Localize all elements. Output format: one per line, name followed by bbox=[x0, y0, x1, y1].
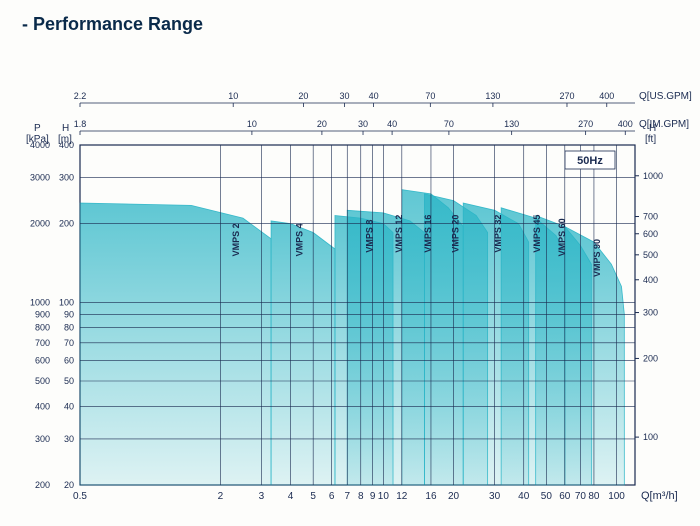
svg-text:8: 8 bbox=[358, 491, 364, 502]
svg-text:VMPS 45: VMPS 45 bbox=[532, 215, 542, 253]
svg-text:90: 90 bbox=[64, 309, 74, 319]
svg-text:40: 40 bbox=[387, 119, 397, 129]
svg-text:200: 200 bbox=[35, 480, 50, 490]
svg-text:800: 800 bbox=[35, 323, 50, 333]
svg-text:40: 40 bbox=[369, 91, 379, 101]
svg-text:16: 16 bbox=[425, 491, 437, 502]
svg-text:VMPS 60: VMPS 60 bbox=[557, 218, 567, 256]
svg-text:VMPS 12: VMPS 12 bbox=[394, 215, 404, 253]
svg-text:30: 30 bbox=[358, 119, 368, 129]
svg-text:20: 20 bbox=[448, 491, 460, 502]
svg-text:200: 200 bbox=[59, 219, 74, 229]
svg-text:VMPS 2: VMPS 2 bbox=[231, 223, 241, 256]
svg-text:100: 100 bbox=[643, 432, 658, 442]
svg-text:1.8: 1.8 bbox=[74, 119, 87, 129]
svg-text:Q[IM.GPM]: Q[IM.GPM] bbox=[639, 119, 689, 130]
svg-text:VMPS 20: VMPS 20 bbox=[450, 215, 460, 253]
svg-text:20: 20 bbox=[298, 91, 308, 101]
svg-text:60: 60 bbox=[64, 355, 74, 365]
svg-text:1000: 1000 bbox=[30, 297, 50, 307]
svg-text:700: 700 bbox=[35, 338, 50, 348]
svg-text:10: 10 bbox=[228, 91, 238, 101]
svg-text:VMPS 8: VMPS 8 bbox=[365, 220, 375, 253]
svg-text:80: 80 bbox=[588, 491, 600, 502]
svg-text:60: 60 bbox=[559, 491, 571, 502]
svg-text:100: 100 bbox=[608, 491, 625, 502]
svg-text:H: H bbox=[62, 123, 69, 134]
svg-text:500: 500 bbox=[35, 376, 50, 386]
svg-text:400: 400 bbox=[643, 275, 658, 285]
svg-text:270: 270 bbox=[578, 119, 593, 129]
svg-text:20: 20 bbox=[64, 480, 74, 490]
svg-text:VMPS 16: VMPS 16 bbox=[423, 215, 433, 253]
svg-text:400: 400 bbox=[599, 91, 614, 101]
svg-text:30: 30 bbox=[64, 434, 74, 444]
svg-text:6: 6 bbox=[329, 491, 335, 502]
svg-text:100: 100 bbox=[59, 297, 74, 307]
svg-text:70: 70 bbox=[575, 491, 587, 502]
svg-text:10: 10 bbox=[247, 119, 257, 129]
svg-text:900: 900 bbox=[35, 309, 50, 319]
svg-text:0.5: 0.5 bbox=[73, 491, 87, 502]
svg-text:200: 200 bbox=[643, 353, 658, 363]
svg-text:40: 40 bbox=[64, 401, 74, 411]
svg-text:600: 600 bbox=[35, 355, 50, 365]
svg-text:1000: 1000 bbox=[643, 171, 663, 181]
svg-text:70: 70 bbox=[64, 338, 74, 348]
svg-text:50: 50 bbox=[541, 491, 553, 502]
svg-text:2.2: 2.2 bbox=[74, 91, 87, 101]
svg-text:9: 9 bbox=[370, 491, 376, 502]
svg-text:50: 50 bbox=[64, 376, 74, 386]
svg-text:70: 70 bbox=[425, 91, 435, 101]
svg-text:30: 30 bbox=[339, 91, 349, 101]
page-title: - Performance Range bbox=[22, 14, 690, 35]
svg-text:80: 80 bbox=[64, 323, 74, 333]
svg-text:30: 30 bbox=[489, 491, 501, 502]
svg-text:300: 300 bbox=[59, 173, 74, 183]
svg-text:50Hz: 50Hz bbox=[577, 155, 603, 167]
svg-text:40: 40 bbox=[518, 491, 530, 502]
svg-text:VMPS 4: VMPS 4 bbox=[295, 223, 305, 256]
svg-text:VMPS 32: VMPS 32 bbox=[493, 215, 503, 253]
svg-text:70: 70 bbox=[444, 119, 454, 129]
performance-chart: 0.52345678910121620304050607080100Q[m³/h… bbox=[0, 40, 700, 520]
svg-text:600: 600 bbox=[643, 229, 658, 239]
svg-text:[ft]: [ft] bbox=[645, 134, 656, 145]
svg-text:400: 400 bbox=[35, 401, 50, 411]
svg-text:130: 130 bbox=[504, 119, 519, 129]
svg-text:3: 3 bbox=[259, 491, 265, 502]
svg-text:270: 270 bbox=[559, 91, 574, 101]
svg-text:[kPa]: [kPa] bbox=[26, 134, 49, 145]
svg-text:700: 700 bbox=[643, 212, 658, 222]
svg-text:130: 130 bbox=[485, 91, 500, 101]
svg-text:Q[m³/h]: Q[m³/h] bbox=[641, 490, 678, 502]
svg-text:500: 500 bbox=[643, 250, 658, 260]
svg-text:3000: 3000 bbox=[30, 173, 50, 183]
svg-text:400: 400 bbox=[618, 119, 633, 129]
svg-text:300: 300 bbox=[643, 308, 658, 318]
svg-text:4: 4 bbox=[288, 491, 294, 502]
svg-text:5: 5 bbox=[310, 491, 316, 502]
svg-text:2: 2 bbox=[218, 491, 224, 502]
svg-text:10: 10 bbox=[378, 491, 390, 502]
svg-text:7: 7 bbox=[344, 491, 350, 502]
svg-text:[m]: [m] bbox=[58, 134, 72, 145]
svg-text:VMPS 90: VMPS 90 bbox=[592, 239, 602, 277]
svg-text:P: P bbox=[34, 123, 41, 134]
svg-text:12: 12 bbox=[396, 491, 408, 502]
svg-text:Q[US.GPM]: Q[US.GPM] bbox=[639, 91, 692, 102]
svg-text:300: 300 bbox=[35, 434, 50, 444]
svg-text:2000: 2000 bbox=[30, 219, 50, 229]
svg-text:20: 20 bbox=[317, 119, 327, 129]
